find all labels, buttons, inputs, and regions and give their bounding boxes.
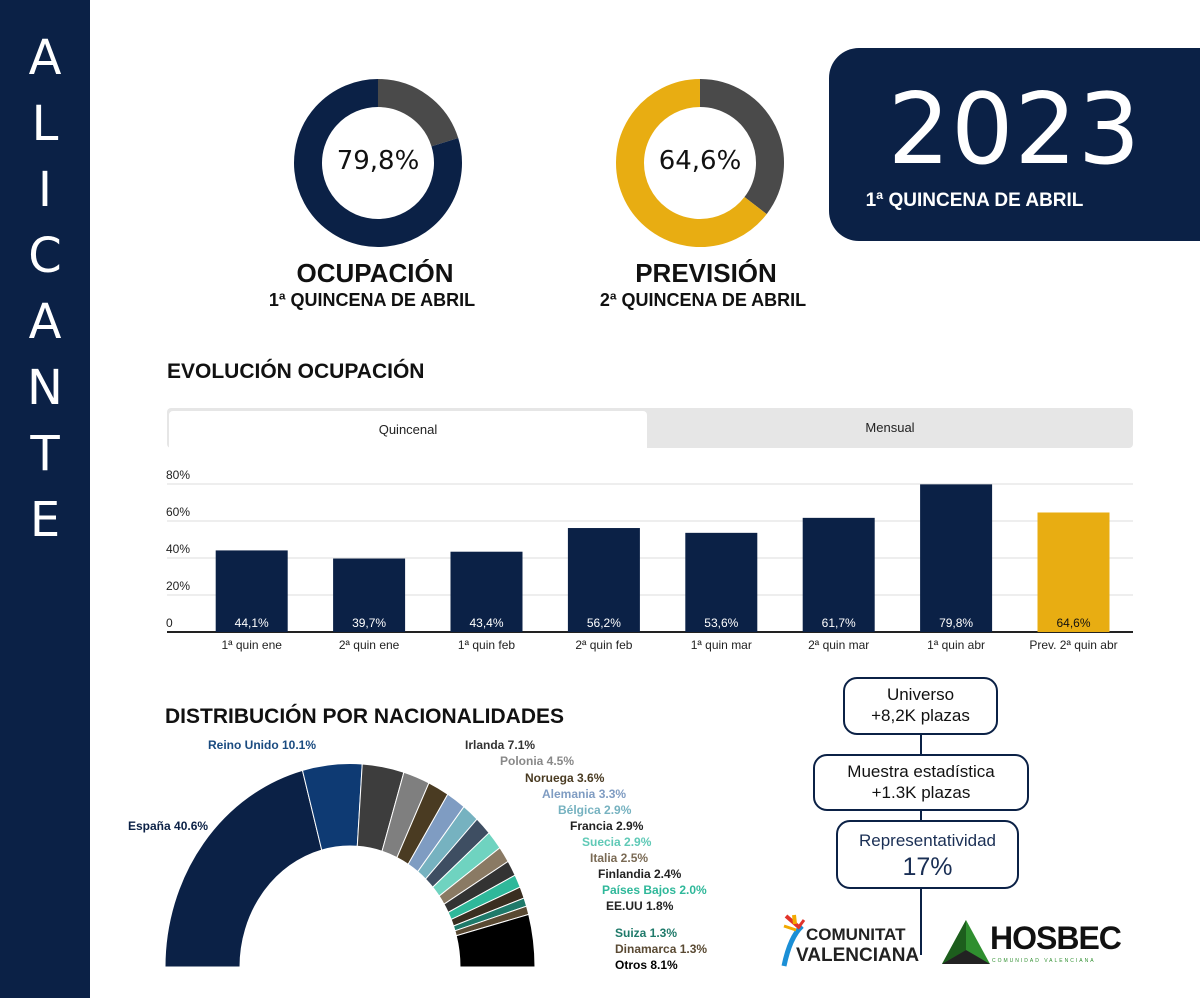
nationality-label: EE.UU 1.8%	[606, 899, 674, 913]
nationality-label: Reino Unido 10.1%	[208, 738, 316, 752]
bar	[215, 550, 288, 632]
nationality-label: Suecia 2.9%	[582, 835, 652, 849]
sample-label: Muestra estadística	[847, 762, 995, 781]
bar-value-label: 64,6%	[1056, 616, 1090, 630]
x-tick-label: 1ª quin abr	[927, 638, 985, 652]
forecast-title: PREVISIÓN	[635, 258, 777, 288]
nationality-slice	[164, 769, 323, 968]
bar-value-label: 43,4%	[469, 616, 503, 630]
sidebar-letter: A	[28, 294, 62, 350]
bar	[567, 528, 640, 632]
hosbec-logo: HOSBEC COMUNIDAD VALENCIANA	[942, 918, 1122, 970]
x-tick-label: Prev. 2ª quin abr	[1029, 638, 1117, 652]
sidebar-letter: A	[28, 30, 62, 86]
x-tick-label: 2ª quin mar	[808, 638, 869, 652]
y-tick-label: 0	[166, 616, 173, 630]
representativeness-label: Representatividad	[858, 831, 997, 850]
year-banner: 2023 1ª QUINCENA DE ABRIL	[829, 48, 1200, 241]
year-subtitle: 1ª QUINCENA DE ABRIL	[865, 190, 1084, 211]
nationality-label: Suiza 1.3%	[615, 926, 677, 940]
sample-box: Muestra estadística +1.3K plazas	[813, 754, 1029, 811]
nationality-label: España 40.6%	[128, 819, 208, 833]
nationality-label: Italia 2.5%	[590, 851, 648, 865]
nationality-label: Países Bajos 2.0%	[602, 883, 707, 897]
universe-label: Universo	[886, 685, 955, 704]
evolution-bar-chart: 0 20% 40% 60% 80% 44,1% 1ª quin ene 39,7% 2ª qui…	[166, 468, 1133, 652]
bar-value-label: 56,2%	[587, 616, 621, 630]
gauge-value-arc	[616, 79, 767, 247]
sidebar-letter: T	[30, 426, 60, 482]
representativeness-value: 17%	[902, 853, 953, 881]
hosbec-name: HOSBEC	[990, 920, 1122, 956]
nationality-label: Alemania 3.3%	[542, 787, 626, 801]
nationality-label: Noruega 3.6%	[525, 771, 605, 785]
tab-mensual[interactable]: Mensual	[865, 420, 915, 435]
comunitat-valenciana-mark-icon	[781, 914, 806, 967]
bar-value-label: 39,7%	[352, 616, 386, 630]
occupancy-gauge	[294, 79, 462, 247]
gauge-remaining-arc	[377, 79, 459, 147]
hosbec-subtitle: COMUNIDAD VALENCIANA	[992, 958, 1096, 964]
bar-value-label: 44,1%	[235, 616, 269, 630]
nationality-label: Polonia 4.5%	[500, 754, 574, 768]
x-tick-label: 1ª quin ene	[221, 638, 282, 652]
y-tick-label: 60%	[166, 505, 190, 519]
bar-value-label: 61,7%	[822, 616, 856, 630]
y-tick-label: 20%	[166, 579, 190, 593]
sidebar-letter: I	[37, 162, 53, 218]
nationality-label: Dinamarca 1.3%	[615, 942, 707, 956]
nationality-label: Otros 8.1%	[615, 958, 678, 972]
evolution-title: EVOLUCIÓN OCUPACIÓN	[167, 360, 425, 383]
x-tick-label: 2ª quin feb	[575, 638, 632, 652]
nationality-label: Bélgica 2.9%	[558, 803, 632, 817]
bar-value-label: 79,8%	[939, 616, 973, 630]
bar	[802, 517, 875, 632]
x-tick-label: 1ª quin feb	[458, 638, 515, 652]
nationality-label: Finlandia 2.4%	[598, 867, 682, 881]
cv-line1: COMUNITAT	[806, 925, 906, 944]
period-tabs: Quincenal Mensual	[167, 408, 1133, 448]
nationality-label: Francia 2.9%	[570, 819, 644, 833]
cv-line2: VALENCIANA	[796, 945, 920, 966]
sidebar-letter: N	[27, 360, 63, 416]
occupancy-value: 79,8%	[336, 146, 420, 176]
y-tick-label: 40%	[166, 542, 190, 556]
nationalities-title: DISTRIBUCIÓN POR NACIONALIDADES	[165, 705, 565, 728]
gauge-remaining-arc	[699, 79, 784, 215]
bar-value-label: 53,6%	[704, 616, 738, 630]
forecast-value: 64,6%	[658, 146, 742, 176]
sidebar-letter: L	[31, 96, 59, 152]
occupancy-title: OCUPACIÓN	[296, 258, 454, 288]
x-tick-label: 2ª quin ene	[339, 638, 400, 652]
representativeness-box: Representatividad 17%	[836, 820, 1019, 889]
universe-box: Universo +8,2K plazas	[843, 677, 998, 735]
gauge-value-arc	[294, 79, 462, 247]
universe-value: +8,2K plazas	[871, 706, 970, 725]
forecast-subtitle: 2ª QUINCENA DE ABRIL	[599, 290, 807, 310]
bar	[450, 551, 523, 632]
x-tick-label: 1ª quin mar	[691, 638, 752, 652]
bar	[333, 558, 406, 632]
nationality-label: Irlanda 7.1%	[465, 738, 535, 752]
occupancy-subtitle: 1ª QUINCENA DE ABRIL	[268, 290, 476, 310]
forecast-gauge	[616, 79, 784, 247]
sidebar-letter: C	[28, 228, 62, 284]
nationality-slice	[455, 913, 536, 968]
bar	[920, 484, 993, 632]
tab-quincenal[interactable]: Quincenal	[169, 411, 647, 448]
sample-value: +1.3K plazas	[871, 783, 971, 802]
comunitat-valenciana-logo: COMUNITAT VALENCIANA	[780, 912, 930, 970]
year-value: 2023	[887, 73, 1142, 187]
nationalities-chart: España 40.6% Reino Unido 10.1% Irlanda 7.1…	[128, 738, 707, 972]
hosbec-triangle-icon	[942, 920, 990, 964]
bar	[685, 532, 758, 632]
bar	[1037, 512, 1110, 632]
y-tick-label: 80%	[166, 468, 190, 482]
sidebar-letter: E	[29, 492, 61, 548]
